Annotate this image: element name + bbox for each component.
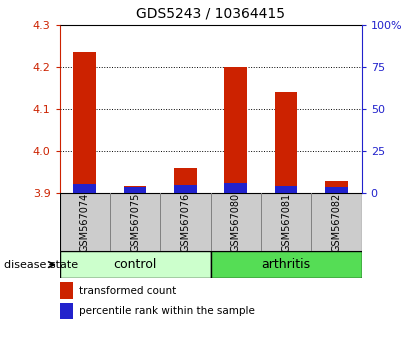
Bar: [124, 187, 146, 193]
Text: arthritis: arthritis: [261, 258, 311, 271]
Text: control: control: [113, 258, 157, 271]
Text: GSM567074: GSM567074: [80, 193, 90, 252]
Text: GSM567081: GSM567081: [281, 193, 291, 252]
Text: GSM567076: GSM567076: [180, 193, 190, 252]
Bar: [224, 67, 247, 193]
Bar: [174, 168, 197, 193]
Bar: [210, 251, 362, 278]
Bar: [325, 187, 348, 193]
Bar: [325, 181, 348, 193]
Bar: [60, 303, 73, 319]
Bar: [174, 185, 197, 193]
Text: transformed count: transformed count: [79, 286, 176, 296]
Bar: [74, 184, 96, 193]
Bar: [224, 183, 247, 193]
Bar: [275, 186, 298, 193]
Bar: [60, 282, 73, 298]
Text: GSM567080: GSM567080: [231, 193, 241, 252]
Title: GDS5243 / 10364415: GDS5243 / 10364415: [136, 7, 285, 21]
Bar: [275, 92, 298, 193]
Text: percentile rank within the sample: percentile rank within the sample: [79, 306, 255, 316]
Text: GSM567075: GSM567075: [130, 193, 140, 252]
Bar: [60, 251, 211, 278]
Text: disease state: disease state: [4, 259, 78, 270]
Bar: [74, 52, 96, 193]
Text: GSM567082: GSM567082: [332, 193, 342, 252]
Bar: [124, 186, 146, 193]
